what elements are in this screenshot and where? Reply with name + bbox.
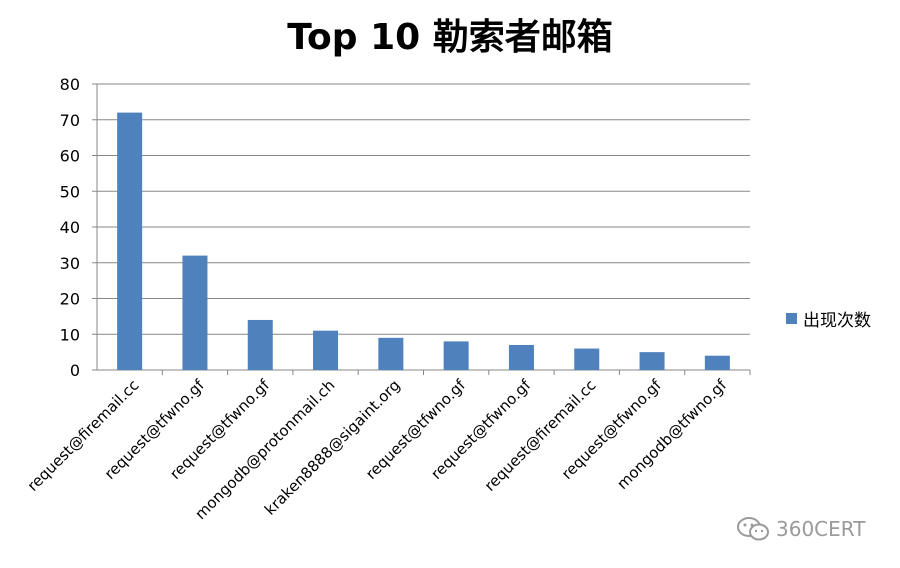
wechat-icon: [737, 517, 769, 541]
bar: [704, 355, 730, 370]
y-tick-label: 20: [60, 290, 80, 309]
bar: [182, 255, 208, 370]
y-tick-label: 30: [60, 254, 80, 273]
x-tick-label: mongodb@tfwno.gf: [613, 376, 730, 493]
y-tick-label: 80: [60, 75, 80, 94]
y-tick-label: 0: [70, 361, 80, 380]
bar: [117, 112, 143, 370]
y-tick-label: 70: [60, 111, 80, 130]
bar: [508, 344, 534, 370]
watermark-text: 360CERT: [776, 517, 866, 541]
x-tick-label: request@firemail.cc: [24, 376, 143, 495]
y-tick-label: 40: [60, 218, 80, 237]
bar: [574, 348, 600, 370]
bar: [639, 352, 665, 370]
y-tick-label: 60: [60, 147, 80, 166]
y-tick-label: 50: [60, 182, 80, 201]
legend: 出现次数: [786, 306, 871, 331]
bar: [443, 341, 469, 370]
legend-label: 出现次数: [803, 311, 871, 331]
bar: [247, 319, 273, 370]
y-tick-label: 10: [60, 325, 80, 344]
x-tick-label: kraken8888@sigaint.org: [261, 376, 404, 519]
bar: [378, 337, 404, 370]
legend-swatch: [786, 313, 797, 324]
chart-title: Top 10 勒索者邮箱: [287, 17, 613, 58]
watermark: 360CERT: [736, 516, 865, 542]
bar: [313, 330, 339, 370]
x-tick-label: request@firemail.cc: [481, 376, 600, 495]
